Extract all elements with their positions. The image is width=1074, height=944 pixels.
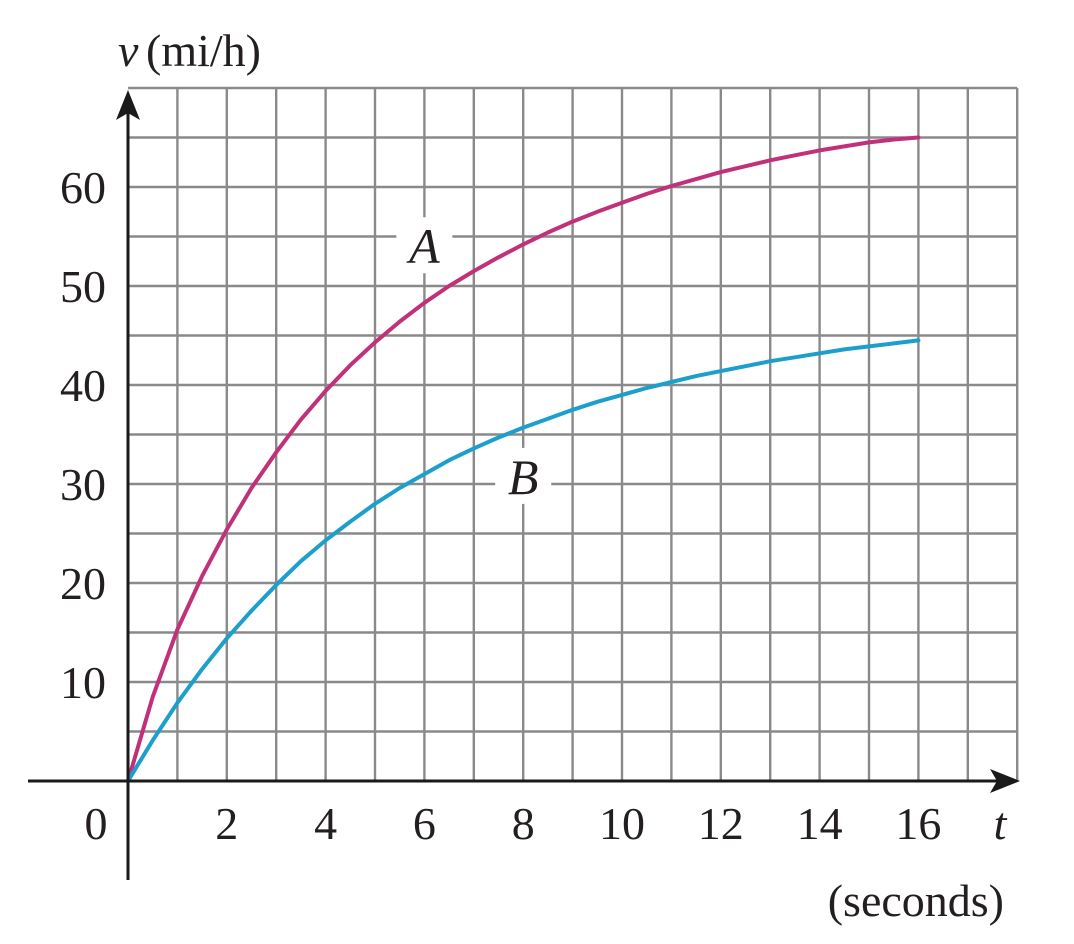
origin-label: 0 (85, 798, 108, 849)
x-tick-label: 8 (512, 798, 535, 849)
y-axis-arrow-icon (116, 90, 140, 120)
y-tick-label: 60 (60, 162, 106, 213)
series-line-b (126, 338, 921, 783)
x-tick-label: 4 (314, 798, 337, 849)
y-tick-label: 30 (60, 459, 106, 510)
x-tick-label: 2 (215, 798, 238, 849)
curves (126, 135, 921, 783)
series-label-background (396, 217, 453, 274)
y-axis-unit: (mi/h) (146, 25, 261, 76)
x-tick-label: 16 (895, 798, 941, 849)
x-tick-label: 6 (413, 798, 436, 849)
x-tick-label: 10 (599, 798, 645, 849)
series-label-background (495, 447, 552, 504)
x-axis-symbol: t (994, 798, 1008, 849)
grid (128, 86, 1019, 781)
x-tick-label: 12 (698, 798, 744, 849)
y-axis-symbol: v (118, 25, 139, 76)
y-tick-label: 10 (60, 657, 106, 708)
x-tick-label: 14 (797, 798, 843, 849)
series-line-a (126, 135, 921, 783)
y-tick-label: 20 (60, 558, 106, 609)
series-label-b: B (508, 449, 539, 505)
tick-labels: 2 4 6 8 10 12 14 16 10 20 30 40 50 60 (60, 162, 941, 849)
axes (28, 90, 1020, 880)
x-axis-unit: (seconds) (828, 875, 1004, 926)
x-axis-arrow-icon (990, 769, 1020, 793)
series-label-a: A (406, 218, 440, 274)
series-labels: AB (396, 217, 552, 505)
y-tick-label: 40 (60, 360, 106, 411)
y-tick-label: 50 (60, 261, 106, 312)
